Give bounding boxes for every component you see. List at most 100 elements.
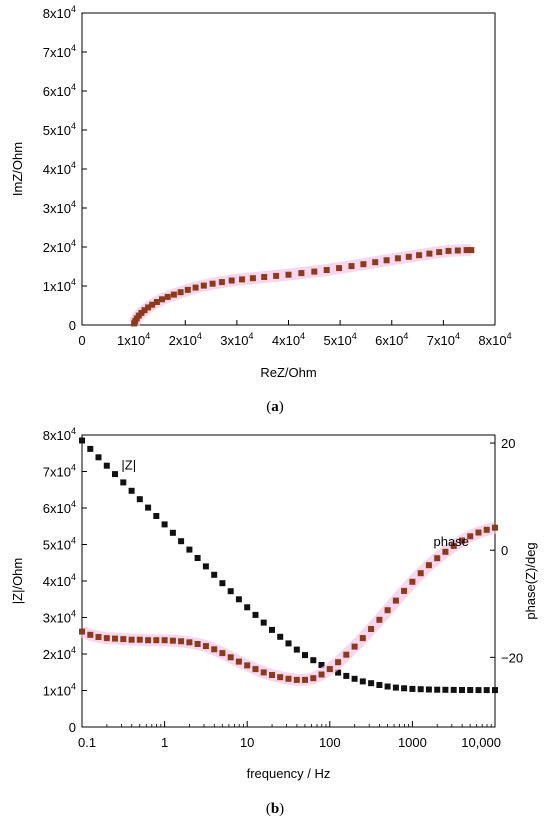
y-tick-label-b: 4x104: [43, 572, 76, 589]
phase-point: [95, 634, 102, 640]
modulus-point: [219, 580, 226, 587]
phase-point: [384, 607, 391, 614]
x-tick-label-a: 8x104: [478, 331, 511, 348]
phase-point: [285, 675, 292, 682]
nyquist-point: [192, 284, 199, 291]
nyquist-point: [463, 247, 470, 254]
x-tick-label-b: 1000: [398, 735, 427, 750]
series-annotation: phase: [433, 534, 468, 549]
modulus-point: [417, 686, 424, 693]
modulus-point: [235, 596, 242, 603]
modulus-point: [211, 571, 218, 578]
phase-point: [343, 651, 350, 658]
modulus-point: [293, 646, 300, 653]
nyquist-point: [164, 293, 171, 300]
phase-point: [145, 637, 152, 644]
y-tick-label-a: 8x104: [43, 4, 76, 21]
phase-point: [492, 524, 498, 531]
x-tick-label-a: 7x104: [427, 331, 460, 348]
x-tick-label-b: 10,000: [461, 735, 501, 750]
phase-point: [194, 641, 201, 647]
phase-point: [483, 526, 490, 533]
nyquist-point: [445, 247, 452, 254]
nyquist-point: [383, 257, 390, 264]
modulus-point: [136, 496, 143, 503]
modulus-point: [285, 640, 292, 647]
y-tick-label-a: 7x104: [43, 43, 76, 60]
modulus-point: [318, 662, 325, 668]
y2-tick-label-b: −20: [501, 650, 523, 665]
x-axis-label-a: ReZ/Ohm: [260, 365, 316, 380]
panel-caption-a: (a): [266, 399, 284, 415]
y-tick-label-b: 2x104: [43, 645, 76, 662]
y-tick-label-a: 3x104: [43, 199, 76, 216]
modulus-point: [145, 504, 152, 511]
phase-point: [359, 635, 366, 642]
y-tick-label-b: 3x104: [43, 609, 76, 626]
phase-point: [392, 597, 399, 604]
nyquist-point: [468, 247, 475, 254]
modulus-point: [103, 462, 110, 469]
nyquist-point: [159, 296, 165, 303]
modulus-point: [87, 445, 94, 452]
modulus-point: [368, 680, 375, 687]
nyquist-point: [153, 299, 160, 305]
modulus-point: [252, 611, 259, 618]
y-tick-label-a: 5x104: [43, 121, 76, 138]
phase-point: [244, 662, 251, 669]
modulus-point: [302, 652, 308, 659]
phase-point: [401, 587, 408, 594]
modulus-point: [161, 521, 168, 528]
nyquist-point: [405, 253, 412, 260]
phase-point: [186, 639, 193, 646]
modulus-point: [277, 633, 284, 640]
x-tick-label-a: 5x104: [324, 331, 357, 348]
phase-point: [459, 537, 465, 544]
nyquist-point: [360, 261, 367, 268]
phase-point: [252, 666, 259, 673]
x-tick-label-b: 100: [319, 735, 341, 750]
phase-point: [417, 570, 424, 577]
modulus-point: [450, 686, 457, 693]
nyquist-point: [298, 270, 305, 277]
modulus-point: [335, 669, 342, 676]
nyquist-point: [141, 307, 148, 314]
x-tick-label-a: 6x104: [375, 331, 408, 348]
x-tick-label-b: 10: [240, 735, 254, 750]
modulus-point: [492, 687, 498, 694]
phase-point: [376, 616, 383, 623]
x-tick-label-a: 3x104: [220, 331, 253, 348]
nyquist-point: [416, 252, 423, 259]
nyquist-point: [273, 272, 280, 279]
phase-point: [103, 635, 110, 642]
phase-point: [302, 676, 308, 683]
modulus-point: [434, 686, 441, 693]
modulus-point: [128, 487, 135, 494]
nyquist-point: [145, 304, 152, 311]
phase-point: [161, 637, 168, 644]
modulus-point: [178, 538, 185, 545]
y2-axis-label-b: phase(Z)/deg: [523, 542, 538, 619]
modulus-point: [475, 687, 482, 694]
modulus-point: [227, 588, 234, 595]
phase-point: [425, 562, 432, 569]
y2-tick-label-b: 0: [501, 543, 508, 558]
y-tick-label-b: 5x104: [43, 536, 76, 553]
phase-point: [178, 638, 185, 645]
modulus-point: [359, 678, 366, 685]
nyquist-point: [394, 255, 401, 262]
modulus-point: [351, 675, 358, 682]
modulus-point: [153, 513, 160, 519]
nyquist-point: [454, 247, 461, 254]
phase-point: [442, 548, 449, 555]
modulus-point: [376, 682, 383, 688]
modulus-point: [260, 619, 267, 626]
nyquist-point: [184, 286, 191, 293]
x-tick-label-a: 0: [78, 333, 85, 348]
phase-point: [260, 669, 267, 676]
nyquist-point: [228, 277, 235, 284]
modulus-point: [442, 686, 449, 693]
phase-point: [326, 666, 333, 673]
modulus-point: [343, 672, 350, 679]
